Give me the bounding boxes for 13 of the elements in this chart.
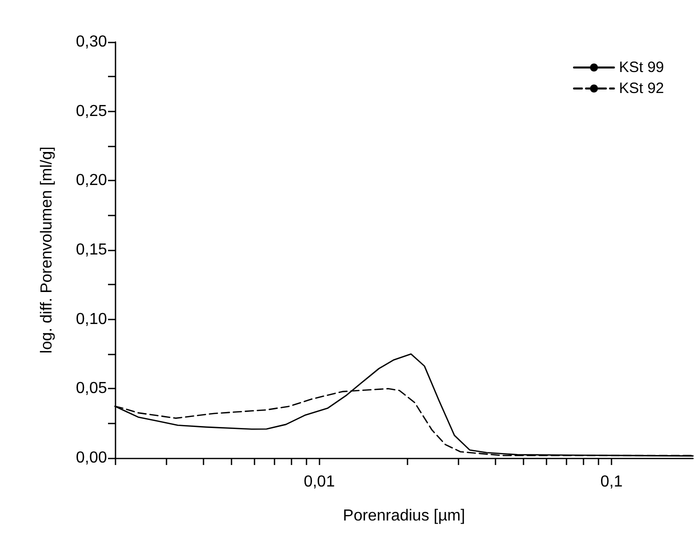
y-axis-title: log. diff. Porenvolumen [ml/g]: [38, 146, 56, 354]
y-tick-label: 0,15: [76, 242, 108, 258]
y-tick-label: 0,25: [76, 102, 108, 120]
legend-label: KSt 92: [618, 80, 664, 97]
x-tick-label: 0,01: [304, 474, 335, 490]
x-tick-label: 0,1: [600, 474, 623, 490]
y-tick-label: 0,20: [76, 172, 108, 190]
x-axis-title: Porenradius [µm]: [342, 508, 466, 524]
y-tick-label: 0,30: [76, 34, 108, 50]
y-tick-label: 0,00: [76, 450, 108, 466]
y-tick-label: 0,05: [76, 380, 108, 398]
legend-label: KSt 99: [618, 59, 664, 76]
y-tick-label: 0,10: [76, 310, 108, 328]
